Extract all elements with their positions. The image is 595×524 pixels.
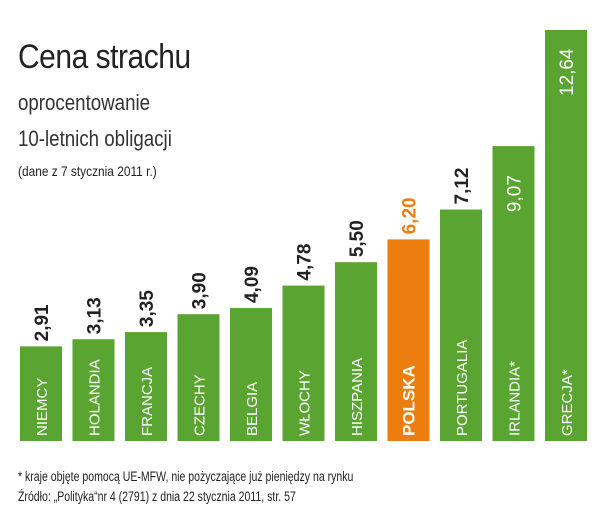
value-label: 2,91 [32, 304, 53, 341]
value-label: 6,20 [400, 197, 421, 234]
chart-subtitle-line1: oprocentowanie [18, 90, 151, 115]
bar-belgia [230, 308, 272, 441]
bar-holandia [72, 339, 115, 441]
value-label: 3,90 [190, 272, 211, 309]
bar-polska [387, 239, 430, 441]
value-label: 7,12 [452, 168, 473, 205]
bar-czechy [177, 314, 220, 441]
date-note: (dane z 7 stycznia 2011 r.) [18, 163, 157, 179]
source-note: Źródło: „Polityka“nr 4 (2791) z dnia 22 … [18, 489, 296, 504]
value-label: 4,78 [295, 244, 316, 281]
category-label: WŁOCHY [297, 370, 314, 436]
category-label: GRECJA* [559, 369, 576, 436]
bar-portugalia [440, 209, 482, 441]
bar-hiszpania [335, 262, 377, 441]
chart-title: Cena strachu [18, 38, 191, 76]
value-label: 4,09 [242, 266, 263, 303]
value-label: 5,50 [347, 220, 368, 257]
chart-subtitle-line2: 10-letnich obligacji [18, 126, 172, 151]
bar-chart: NIEMCY 2,91 HOLANDIA 3,13 FRANCJA 3,35 CZECHY 3… [20, 30, 587, 441]
value-label: 9,07 [505, 175, 526, 212]
bar-francja [125, 332, 167, 441]
category-label: BELGIA [244, 382, 261, 436]
value-label: 3,35 [137, 290, 158, 327]
value-label: 3,13 [85, 297, 106, 334]
value-label: 12,64 [557, 48, 578, 96]
category-label: IRLANDIA* [507, 361, 524, 436]
bar-włochy [282, 285, 325, 441]
category-label: NIEMCY [34, 378, 51, 436]
bar-irlandia [492, 146, 535, 441]
footnote: * kraje objęte pomocą UE-MFW, nie pożycz… [18, 469, 354, 484]
category-label: PORTUGALIA [454, 340, 471, 436]
bar-grecja [545, 30, 587, 441]
category-label: CZECHY [192, 374, 209, 436]
category-label: HISZPANIA [349, 358, 366, 436]
category-label: HOLANDIA [87, 359, 104, 436]
bar-niemcy [20, 346, 62, 441]
category-label: FRANCJA [139, 367, 156, 436]
category-label: POLSKA [400, 365, 419, 436]
